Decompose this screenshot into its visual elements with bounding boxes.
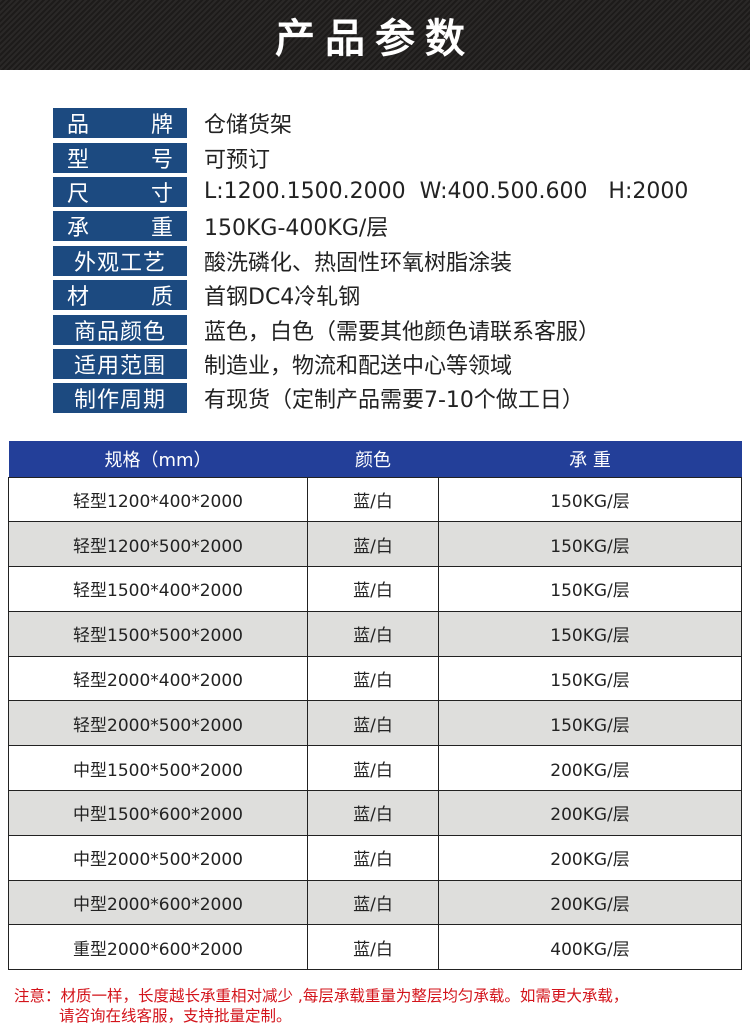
cell-size: 轻型1200*400*2000 (8, 476, 308, 523)
note: 注意：材质一样，长度越长承重相对减少 ,每层承载重量为整层均匀承载。如需更大承载… (14, 986, 628, 1026)
cell-color: 蓝/白 (307, 924, 439, 971)
spec-row: 品牌仓储货架 (53, 106, 688, 140)
spec-value: 仓储货架 (204, 113, 293, 139)
spec-row: 承重 150KG-400KG/层 (53, 209, 688, 243)
cell-load: 150KG/层 (438, 700, 742, 747)
cell-color: 蓝/白 (307, 610, 439, 657)
note-line-2: 请咨询在线客服，支持批量定制。 (59, 1007, 292, 1025)
table-row: 轻型1200*500*2000 蓝/白 150KG/层 (8, 521, 742, 568)
spec-row: 商品颜色 蓝色，白色（需要其他颜色请联系客服） (53, 312, 688, 346)
cell-color: 蓝/白 (307, 745, 439, 792)
cell-size: 中型2000*600*2000 (8, 879, 308, 926)
cell-load: 400KG/层 (438, 924, 742, 971)
table-row: 轻型1500*500*2000 蓝/白 150KG/层 (8, 610, 742, 657)
spec-row: 制作周期 有现货（定制产品需要7-10个做工日） (53, 381, 688, 415)
spec-value: 有现货（定制产品需要7-10个做工日） (204, 388, 584, 414)
spec-list: 品牌仓储货架型号可预订尺寸 L:1200.1500.2000 W:400.500.… (53, 106, 688, 416)
spec-label-char: 号 (150, 147, 173, 173)
table-row: 重型2000*600*2000 蓝/白 400KG/层 (8, 924, 742, 971)
spec-label-char: 寸 (150, 181, 173, 207)
spec-value: 150KG-400KG/层 (204, 216, 389, 242)
spec-label-char: 质 (150, 285, 173, 311)
cell-size: 轻型2000*500*2000 (8, 700, 308, 747)
spec-value: 首钢DC4冷轧钢 (204, 285, 361, 311)
cell-size: 中型1500*500*2000 (8, 745, 308, 792)
cell-size: 重型2000*600*2000 (8, 924, 308, 971)
cell-load: 200KG/层 (438, 834, 742, 881)
table-row: 轻型1200*400*2000 蓝/白 150KG/层 (8, 476, 742, 523)
cell-size: 轻型1200*500*2000 (8, 521, 308, 568)
cell-size: 轻型2000*400*2000 (8, 655, 308, 702)
cell-color: 蓝/白 (307, 700, 439, 747)
spec-value: 酸洗磷化、热固性环氧树脂涂装 (204, 250, 513, 276)
cell-color: 蓝/白 (307, 879, 439, 926)
cell-size: 轻型1500*400*2000 (8, 566, 308, 612)
table-row: 轻型2000*500*2000 蓝/白 150KG/层 (8, 700, 742, 747)
table-row: 轻型2000*400*2000 蓝/白 150KG/层 (8, 655, 742, 702)
spec-table: 规格（mm） 颜色 承 重 轻型1200*400*2000 蓝/白 150KG/层轻… (8, 441, 742, 971)
cell-load: 200KG/层 (438, 879, 742, 926)
cell-color: 蓝/白 (307, 834, 439, 881)
spec-label: 材质 (53, 280, 187, 311)
cell-color: 蓝/白 (307, 521, 439, 568)
spec-label-char: 承 (67, 216, 90, 242)
cell-load: 150KG/层 (438, 476, 742, 523)
table-row: 轻型1500*400*2000 蓝/白 150KG/层 (8, 566, 742, 612)
cell-color: 蓝/白 (307, 655, 439, 702)
cell-size: 中型2000*500*2000 (8, 834, 308, 881)
spec-label: 制作周期 (53, 383, 187, 414)
spec-label-char: 牌 (150, 113, 173, 139)
title-banner: 产品参数 (0, 0, 750, 70)
spec-label: 尺寸 (53, 176, 187, 207)
spec-value: 蓝色，白色（需要其他颜色请联系客服） (204, 319, 601, 345)
spec-row: 外观工艺 酸洗磷化、热固性环氧树脂涂装 (53, 244, 688, 278)
table-row: 中型2000*600*2000 蓝/白 200KG/层 (8, 879, 742, 926)
spec-label: 品牌 (53, 108, 187, 139)
cell-load: 150KG/层 (438, 566, 742, 612)
cell-color: 蓝/白 (307, 790, 439, 836)
cell-size: 轻型1500*500*2000 (8, 610, 308, 657)
header-size: 规格（mm） (8, 441, 308, 477)
table-row: 中型1500*500*2000 蓝/白 200KG/层 (8, 745, 742, 792)
spec-label: 外观工艺 (53, 245, 187, 276)
spec-row: 尺寸 L:1200.1500.2000 W:400.500.600 H:2000 (53, 175, 688, 209)
header-load: 承 重 (438, 441, 742, 477)
cell-load: 150KG/层 (438, 655, 742, 702)
page-title: 产品参数 (275, 16, 475, 62)
spec-row: 型号可预订 (53, 140, 688, 174)
cell-color: 蓝/白 (307, 476, 439, 523)
table-header: 规格（mm） 颜色 承 重 (8, 441, 742, 477)
table-row: 中型2000*500*2000 蓝/白 200KG/层 (8, 834, 742, 881)
cell-color: 蓝/白 (307, 566, 439, 612)
table-row: 中型1500*600*2000 蓝/白 200KG/层 (8, 790, 742, 836)
spec-label-char: 型 (67, 147, 90, 173)
cell-load: 200KG/层 (438, 790, 742, 836)
header-color: 颜色 (307, 441, 439, 477)
spec-label-char: 尺 (67, 181, 90, 207)
cell-load: 150KG/层 (438, 610, 742, 657)
note-line-1: 注意：材质一样，长度越长承重相对减少 ,每层承载重量为整层均匀承载。如需更大承载… (14, 987, 629, 1005)
spec-value: 可预订 (204, 147, 271, 173)
spec-label: 商品颜色 (53, 314, 187, 345)
cell-size: 中型1500*600*2000 (8, 790, 308, 836)
spec-label-char: 重 (150, 216, 173, 242)
cell-load: 200KG/层 (438, 745, 742, 792)
spec-label: 型号 (53, 142, 187, 173)
spec-value: L:1200.1500.2000 W:400.500.600 H:2000 (204, 179, 689, 205)
spec-row: 材质首钢DC4冷轧钢 (53, 278, 688, 312)
cell-load: 150KG/层 (438, 521, 742, 568)
spec-value: 制造业，物流和配送中心等领域 (204, 353, 513, 379)
spec-label-char: 材 (67, 285, 90, 311)
spec-label-char: 品 (67, 113, 90, 139)
spec-row: 适用范围 制造业，物流和配送中心等领域 (53, 347, 688, 381)
spec-label: 承重 (53, 211, 187, 242)
spec-label: 适用范围 (53, 348, 187, 379)
